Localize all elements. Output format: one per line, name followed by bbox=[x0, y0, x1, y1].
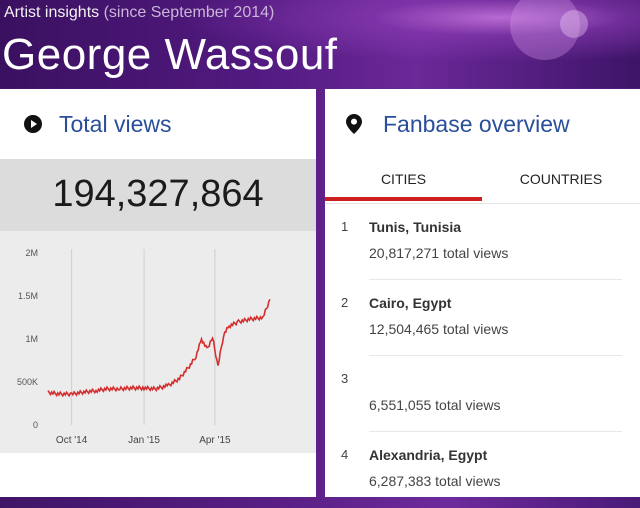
city-name: Cairo, Egypt bbox=[369, 295, 452, 311]
fanbase-tabs: CITIES COUNTRIES bbox=[325, 159, 640, 204]
row-divider bbox=[369, 279, 622, 280]
city-views: 6,287,383 total views bbox=[369, 473, 501, 489]
x-tick-label: Jan '15 bbox=[128, 435, 160, 446]
artist-header: Artist insights (since September 2014) G… bbox=[0, 0, 640, 88]
header-since: (since September 2014) bbox=[103, 4, 275, 21]
city-rank: 4 bbox=[341, 447, 349, 462]
y-tick-label: 500K bbox=[17, 377, 38, 387]
x-tick-label: Oct '14 bbox=[56, 435, 88, 446]
list-item[interactable]: 4 Alexandria, Egypt 6,287,383 total view… bbox=[325, 433, 640, 508]
city-rank: 3 bbox=[341, 371, 349, 386]
views-chart-svg: 2M 1.5M 1M 500K 0 Oct '14 Jan '15 Apr '15 bbox=[17, 248, 271, 446]
total-views-count: 194,327,864 bbox=[52, 173, 264, 215]
x-tick-label: Apr '15 bbox=[199, 435, 231, 446]
row-divider bbox=[369, 355, 622, 356]
fanbase-title: Fanbase overview bbox=[383, 111, 570, 137]
header-subtitle: Artist insights (since September 2014) bbox=[4, 4, 274, 22]
play-circle-icon bbox=[24, 115, 42, 133]
y-tick-label: 1.5M bbox=[18, 291, 38, 301]
y-tick-label: 2M bbox=[25, 248, 38, 258]
header-glow bbox=[510, 0, 580, 60]
location-pin-icon bbox=[346, 114, 362, 134]
list-item[interactable]: 1 Tunis, Tunisia 20,817,271 total views bbox=[325, 205, 640, 280]
tab-countries[interactable]: COUNTRIES bbox=[519, 171, 603, 187]
y-tick-label: 1M bbox=[25, 334, 38, 344]
city-views: 20,817,271 total views bbox=[369, 245, 509, 261]
total-views-card: Total views 194,327,864 2M 1.5M 1M 500K 0 Oct… bbox=[0, 89, 316, 497]
tab-cities[interactable]: CITIES bbox=[380, 171, 427, 187]
y-tick-label: 0 bbox=[33, 420, 38, 430]
fanbase-header: Fanbase overview bbox=[325, 89, 640, 159]
artist-name: George Wassouf bbox=[2, 30, 338, 79]
list-item[interactable]: 2 Cairo, Egypt 12,504,465 total views bbox=[325, 281, 640, 356]
total-views-title: Total views bbox=[59, 111, 172, 137]
city-name: Tunis, Tunisia bbox=[369, 219, 462, 235]
city-rank: 1 bbox=[341, 219, 349, 234]
header-glow-small bbox=[560, 10, 588, 38]
fanbase-card: Fanbase overview CITIES COUNTRIES 1 Tuni… bbox=[325, 89, 640, 497]
row-divider bbox=[369, 431, 622, 432]
views-series-line bbox=[47, 299, 271, 398]
city-name: Alexandria, Egypt bbox=[369, 447, 488, 463]
list-item[interactable]: 3 6,551,055 total views bbox=[325, 357, 640, 432]
views-chart: 2M 1.5M 1M 500K 0 Oct '14 Jan '15 Apr '15 bbox=[0, 231, 316, 453]
active-tab-indicator bbox=[325, 197, 482, 201]
city-views: 12,504,465 total views bbox=[369, 321, 509, 337]
total-views-box: 194,327,864 bbox=[0, 159, 316, 231]
city-rank: 2 bbox=[341, 295, 349, 310]
total-views-header: Total views bbox=[0, 89, 316, 159]
header-subtitle-label: Artist insights bbox=[4, 4, 100, 21]
city-views: 6,551,055 total views bbox=[369, 397, 501, 413]
